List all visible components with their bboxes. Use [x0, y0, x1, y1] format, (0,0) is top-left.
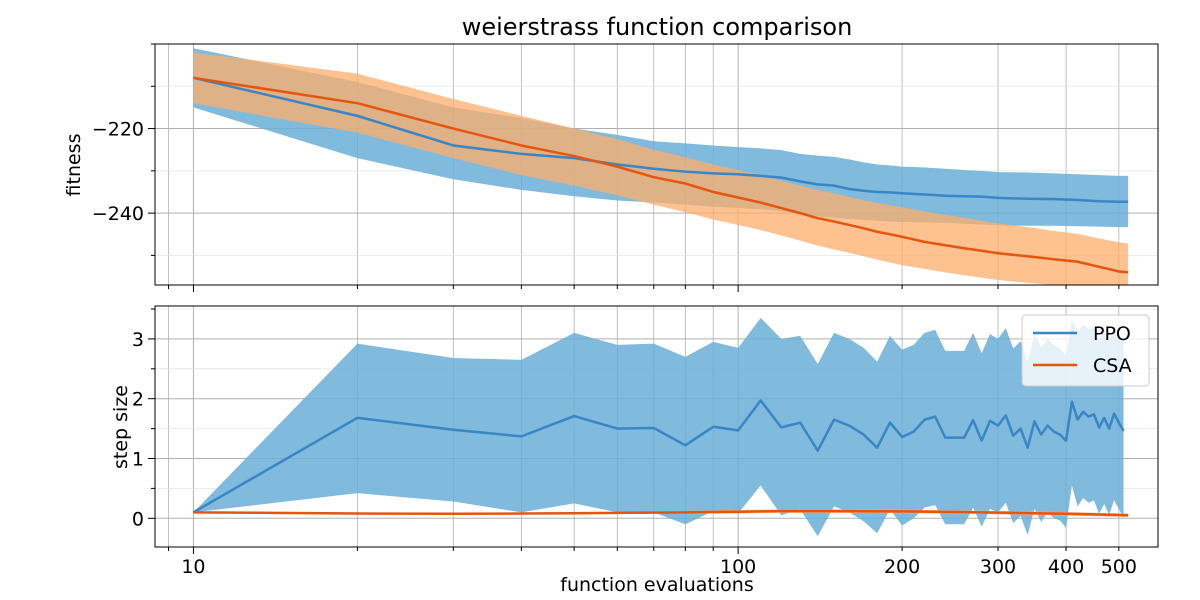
step-size-band-ppo — [193, 317, 1124, 537]
fitness-ylabel: fitness — [63, 134, 85, 197]
step-size-ticks: 10 100 200 300 400 500 0 1 2 3 — [132, 308, 1137, 578]
fitness-axes-frame — [154, 43, 1159, 286]
step-size-y-tick-label: 0 — [132, 508, 144, 530]
x-tick-label: 400 — [1048, 556, 1084, 578]
x-tick-label: 200 — [884, 556, 920, 578]
fitness-y-tick-label: −220 — [92, 119, 144, 141]
step-size-y-tick-label: 2 — [132, 389, 144, 411]
fitness-ticks: −220 −240 — [92, 43, 1120, 292]
step-size-lines — [192, 399, 1129, 517]
fitness-line-csa — [193, 76, 1129, 274]
x-tick-label: 300 — [980, 556, 1016, 578]
fitness-bands — [193, 48, 1129, 285]
step-size-axes-frame — [154, 305, 1159, 548]
x-tick-label: 500 — [1101, 556, 1137, 578]
fitness-panel: −220 −240 fitness — [63, 43, 1159, 292]
step-size-line-ppo — [192, 399, 1125, 514]
fitness-band-ppo — [193, 48, 1129, 228]
step-size-y-tick-label: 3 — [132, 329, 144, 351]
x-axis-label: function evaluations — [560, 574, 754, 596]
step-size-y-tick-label: 1 — [132, 448, 144, 470]
step-size-ylabel: step size — [110, 385, 132, 469]
x-tick-label: 100 — [720, 556, 756, 578]
x-tick-label: 10 — [181, 556, 205, 578]
chart-title: weierstrass function comparison — [462, 13, 853, 41]
legend: PPO CSA — [1021, 314, 1150, 387]
step-size-panel: 10 100 200 300 400 500 0 1 2 3 step size function… — [110, 305, 1159, 596]
legend-label-csa: CSA — [1093, 355, 1132, 377]
fitness-line-ppo — [193, 76, 1129, 203]
step-size-line-csa — [193, 509, 1129, 517]
fitness-y-tick-label: −240 — [92, 203, 144, 225]
fitness-lines — [193, 76, 1129, 274]
legend-label-ppo: PPO — [1093, 323, 1131, 345]
